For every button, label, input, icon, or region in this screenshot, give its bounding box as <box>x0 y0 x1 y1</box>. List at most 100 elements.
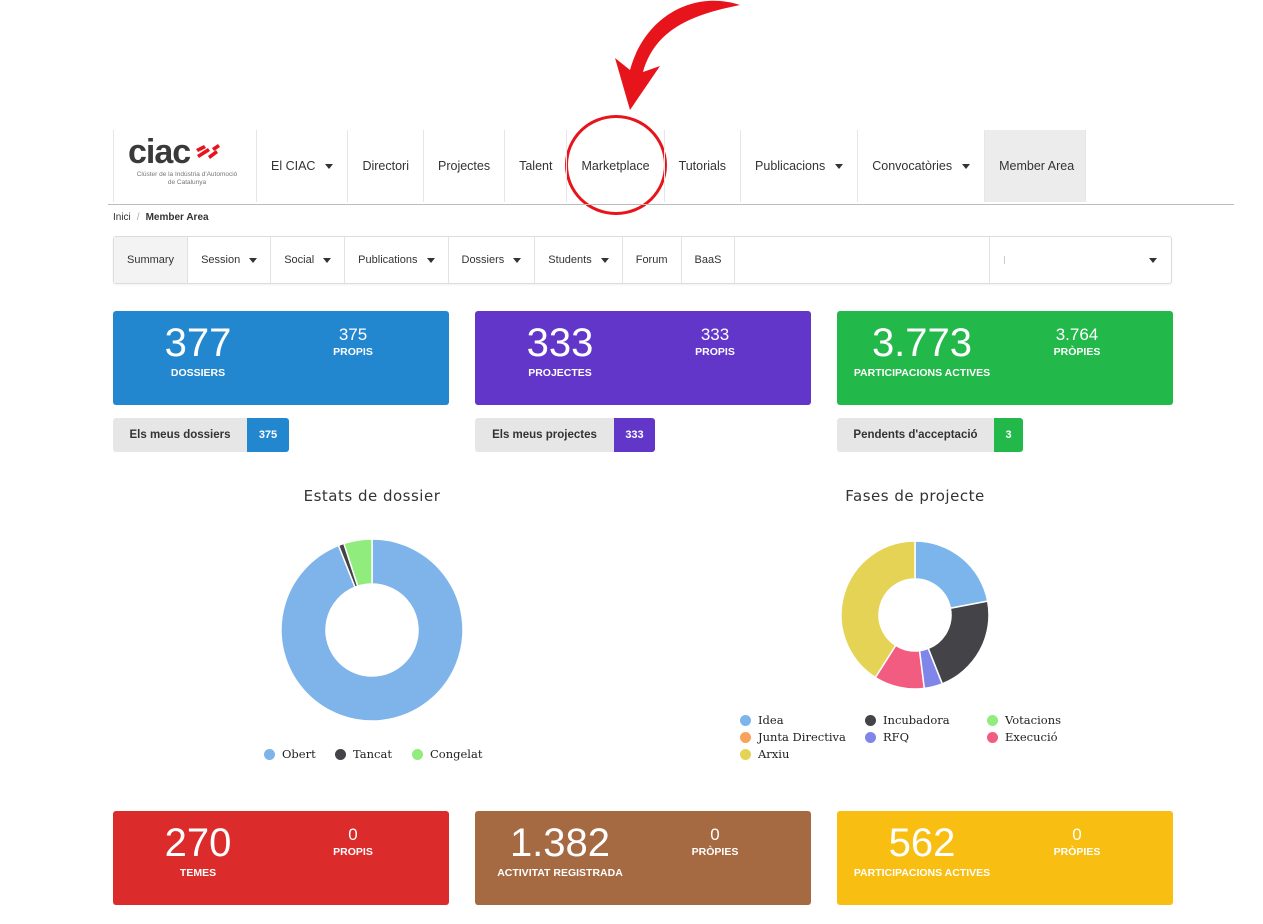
stat-label: PARTICIPACIONS ACTIVES <box>853 367 991 379</box>
chevron-down-icon <box>325 163 334 169</box>
legend-dot <box>740 731 751 743</box>
legend-dot <box>412 748 423 760</box>
logo-wordmark: ciac <box>128 133 191 171</box>
nav-convocatories[interactable]: Convocatòries <box>857 130 984 202</box>
tab-social[interactable]: Social <box>271 237 346 283</box>
tab-publications[interactable]: Publications <box>345 237 449 283</box>
stat-sub-label: PRÒPIES <box>1053 846 1101 858</box>
legend-item-obert[interactable]: Obert <box>264 747 316 761</box>
pill-label: Els meus dossiers <box>113 418 247 452</box>
stat-sub-value: 3.764 <box>1055 325 1099 344</box>
stat-sub-value: 0 <box>348 825 358 844</box>
chevron-down-icon <box>323 257 332 263</box>
logo-subtitle: de Catalunya <box>167 179 207 186</box>
legend-dot <box>264 748 275 760</box>
legend-label: Votacions <box>1005 713 1062 727</box>
stat-value: 333 <box>526 321 594 365</box>
stat-value: 3.773 <box>871 321 973 365</box>
stat-value: 270 <box>164 821 232 865</box>
legend-dot <box>335 748 346 760</box>
tab-students[interactable]: Students <box>535 237 623 283</box>
stat-card-dossiers: 377 DOSSIERS 375 PROPIS <box>113 311 449 405</box>
legend-dot <box>740 714 751 726</box>
nav-el-ciac[interactable]: El CIAC <box>256 130 347 202</box>
chevron-down-icon <box>600 257 609 263</box>
nav-talent[interactable]: Talent <box>504 130 566 202</box>
stat-value: 562 <box>888 821 956 865</box>
pie-slice-arxiu[interactable] <box>840 540 916 679</box>
stat-label: DOSSIERS <box>170 367 226 379</box>
legend-label: Obert <box>282 747 316 761</box>
stat-value: 377 <box>164 321 232 365</box>
legend-item-rfq[interactable]: RFQ <box>865 730 909 744</box>
dossier-states-donut-chart <box>280 538 464 722</box>
my-projects-button[interactable]: Els meus projectes 333 <box>475 418 655 452</box>
breadcrumb-home[interactable]: Inici <box>113 212 131 223</box>
chart-title-project-phases: Fases de projecte <box>845 487 985 505</box>
legend-item-congelat[interactable]: Congelat <box>412 747 482 761</box>
nav-tutorials[interactable]: Tutorials <box>663 130 740 202</box>
tab-baas[interactable]: BaaS <box>682 237 736 283</box>
my-dossiers-button[interactable]: Els meus dossiers 375 <box>113 418 289 452</box>
entity-select[interactable] <box>990 237 1171 283</box>
breadcrumb-current: Member Area <box>145 212 209 223</box>
stat-sub-value: 375 <box>338 325 368 344</box>
tab-dossiers[interactable]: Dossiers <box>449 237 536 283</box>
pill-count: 375 <box>247 418 289 452</box>
stat-sub-label: PRÒPIES <box>1053 346 1101 358</box>
logo-subtitle: Clúster de la Indústria d'Automoció <box>136 171 238 178</box>
chevron-down-icon <box>513 257 522 263</box>
legend-item-execució[interactable]: Execució <box>987 730 1058 744</box>
legend-item-idea[interactable]: Idea <box>740 713 784 727</box>
stat-label: TEMES <box>179 867 217 879</box>
stat-card-participacions-forum: 562 PARTICIPACIONS ACTIVES 0 PRÒPIES <box>837 811 1173 905</box>
stat-sub-label: PRÒPIES <box>691 846 739 858</box>
nav-directori[interactable]: Directori <box>347 130 423 202</box>
legend-dot <box>987 731 998 743</box>
stat-card-temes: 270 TEMES 0 PROPIS <box>113 811 449 905</box>
stat-value: 1.382 <box>509 821 611 865</box>
stat-label: PROJECTES <box>528 367 592 379</box>
tab-session[interactable]: Session <box>188 237 272 283</box>
legend-label: Arxiu <box>758 747 790 761</box>
tab-forum[interactable]: Forum <box>623 237 682 283</box>
stat-card-participacions: 3.773 PARTICIPACIONS ACTIVES 3.764 PRÒPI… <box>837 311 1173 405</box>
pending-acceptance-button[interactable]: Pendents d'acceptació 3 <box>837 418 1023 452</box>
logo-stripes-icon <box>196 144 221 159</box>
pie-slice-congelat[interactable] <box>342 538 373 588</box>
legend-label: Tancat <box>353 747 392 761</box>
legend-dot <box>987 714 998 726</box>
legend-item-tancat[interactable]: Tancat <box>335 747 392 761</box>
pie-slice-incubadora[interactable] <box>927 600 990 685</box>
legend-item-junta-directiva[interactable]: Junta Directiva <box>740 730 846 744</box>
stat-card-projectes: 333 PROJECTES 333 PROPIS <box>475 311 811 405</box>
ciac-logo[interactable]: ciac Clúster de la Indústria d'Automoció… <box>113 130 256 202</box>
legend-item-votacions[interactable]: Votacions <box>987 713 1061 727</box>
stat-sub-label: PROPIS <box>695 346 735 358</box>
legend-label: RFQ <box>883 730 910 744</box>
stat-sub-value: 0 <box>1072 825 1082 844</box>
project-phases-donut-chart <box>840 540 990 690</box>
pill-count: 333 <box>614 418 655 452</box>
pie-slice-obert[interactable] <box>280 538 464 722</box>
stat-sub-label: PROPIS <box>333 846 373 858</box>
legend-item-incubadora[interactable]: Incubadora <box>865 713 950 727</box>
tab-summary[interactable]: Summary <box>114 237 189 283</box>
legend-dot <box>865 731 876 743</box>
pie-slice-idea[interactable] <box>914 540 989 610</box>
chart-title-dossier-states: Estats de dossier <box>303 487 441 505</box>
nav-marketplace[interactable]: Marketplace <box>566 130 663 202</box>
top-navigation: ciac Clúster de la Indústria d'Automoció… <box>113 130 1087 202</box>
legend-item-arxiu[interactable]: Arxiu <box>740 747 789 761</box>
chevron-down-icon <box>962 163 971 169</box>
nav-publicacions[interactable]: Publicacions <box>740 130 857 202</box>
nav-projectes[interactable]: Projectes <box>423 130 504 202</box>
stat-sub-value: 333 <box>700 325 730 344</box>
nav-member-area[interactable]: Member Area <box>984 130 1087 202</box>
legend-dot <box>865 714 876 726</box>
stat-card-activitat: 1.382 ACTIVITAT REGISTRADA 0 PRÒPIES <box>475 811 811 905</box>
chevron-down-icon <box>835 163 844 169</box>
pill-label: Pendents d'acceptació <box>837 418 994 452</box>
pill-label: Els meus projectes <box>475 418 614 452</box>
stat-label: ACTIVITAT REGISTRADA <box>497 867 623 879</box>
